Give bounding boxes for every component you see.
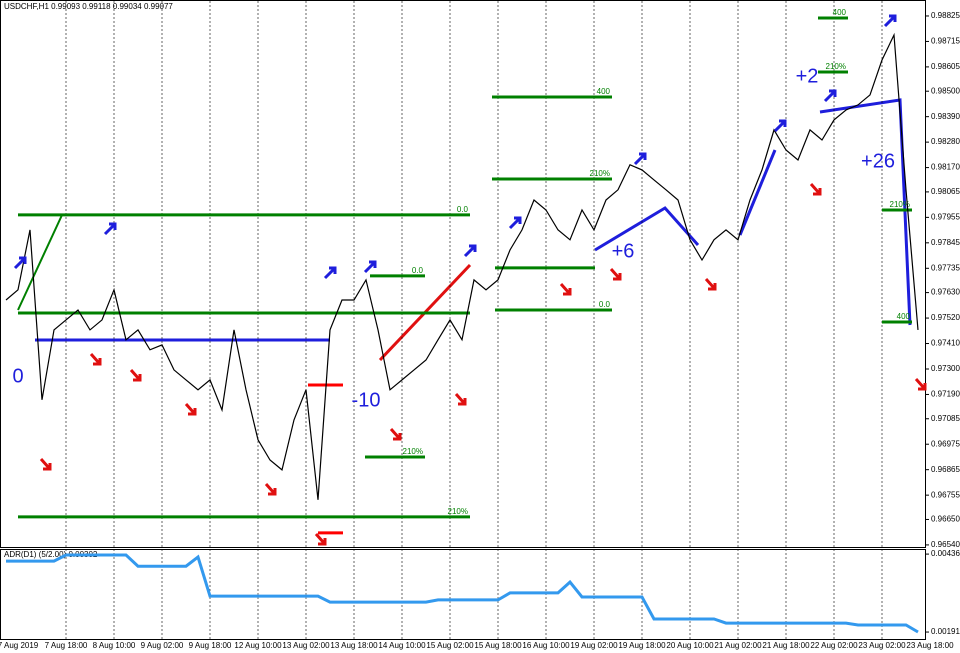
signal-arrow — [363, 260, 377, 274]
price-panel — [0, 0, 926, 548]
x-tick-label: 15 Aug 18:00 — [474, 641, 522, 650]
y-tick-label: 0.96540 — [931, 540, 960, 549]
y-tick-label: 0.98825 — [931, 11, 960, 20]
x-tick-label: 15 Aug 02:00 — [426, 641, 474, 650]
signal-arrow — [823, 89, 837, 103]
y-tick-label: 0.97190 — [931, 390, 960, 399]
signal-arrow — [314, 533, 327, 546]
y-tick-label: 0.97955 — [931, 212, 960, 221]
y-tick-label: 0.96865 — [931, 465, 960, 474]
level-label: 400 — [897, 312, 911, 321]
signal-arrow — [89, 353, 102, 366]
signal-arrow — [389, 428, 402, 441]
trend-lines — [17, 98, 912, 362]
x-tick-label: 23 Aug 18:00 — [906, 641, 954, 650]
x-tick-label: 9 Aug 02:00 — [141, 641, 184, 650]
signal-arrow — [559, 283, 572, 296]
signal-arrow — [463, 244, 477, 258]
x-tick-label: 23 Aug 02:00 — [858, 641, 906, 650]
y-tick-label: 0.97735 — [931, 263, 960, 272]
level-label: 0.0 — [599, 300, 611, 309]
trend-line — [738, 149, 777, 236]
x-tick-label: 16 Aug 10:00 — [522, 641, 570, 650]
indicator-title: ADR(D1) (5/2.00) 0.00302 — [4, 550, 98, 559]
signal-arrow — [13, 256, 27, 270]
trend-line — [17, 214, 63, 311]
y-tick-label: 0.97300 — [931, 364, 960, 373]
y-tick-label: 0.98715 — [931, 37, 960, 46]
trend-line — [594, 206, 700, 252]
y-tick-label: 0.00191 — [931, 627, 960, 636]
data-line — [5, 32, 919, 500]
annotation: +26 — [861, 150, 895, 172]
chart-title: USDCHF,H1 0.99093 0.99118 0.99034 0.9907… — [4, 2, 173, 11]
x-tick-label: 13 Aug 18:00 — [330, 641, 378, 650]
signal-arrow — [773, 119, 787, 133]
level-label: 400 — [833, 8, 847, 17]
x-tick-label: 21 Aug 18:00 — [762, 641, 810, 650]
signal-arrow — [184, 403, 197, 416]
level-label: 0.0 — [457, 205, 469, 214]
y-tick-label: 0.98170 — [931, 163, 960, 172]
y-tick-label: 0.96650 — [931, 515, 960, 524]
level-label: 400 — [597, 87, 611, 96]
y-tick-label: 0.98280 — [931, 137, 960, 146]
annotation: +6 — [612, 240, 635, 262]
level-label: 210% — [403, 447, 423, 456]
y-tick-label: 0.96755 — [931, 490, 960, 499]
x-tick-label: 19 Aug 02:00 — [570, 641, 618, 650]
signal-arrow — [264, 483, 277, 496]
x-tick-label: 9 Aug 18:00 — [189, 641, 232, 650]
x-tick-label: 20 Aug 10:00 — [666, 641, 714, 650]
annotation: 0 — [12, 365, 23, 387]
signal-arrow — [633, 152, 647, 166]
x-tick-label: 8 Aug 10:00 — [93, 641, 136, 650]
y-tick-label: 0.98065 — [931, 187, 960, 196]
x-tick-label: 21 Aug 02:00 — [714, 641, 762, 650]
y-tick-label: 0.98605 — [931, 62, 960, 71]
x-tick-label: 13 Aug 02:00 — [282, 641, 330, 650]
signal-arrow — [103, 222, 117, 236]
x-tick-label: 12 Aug 10:00 — [234, 641, 282, 650]
y-tick-label: 0.97845 — [931, 238, 960, 247]
signal-arrow — [609, 268, 622, 281]
y-tick-label: 0.96975 — [931, 439, 960, 448]
level-label: 210% — [448, 507, 468, 516]
x-tick-label: 7 Aug 18:00 — [45, 641, 88, 650]
signal-arrow — [323, 266, 337, 280]
annotation: +2 — [796, 65, 819, 87]
signal-arrow — [454, 393, 467, 406]
signal-arrow — [704, 278, 717, 291]
signal-arrow — [129, 369, 142, 382]
level-label: 210% — [826, 62, 846, 71]
level-label: 0.0 — [412, 266, 424, 275]
signal-arrow — [39, 458, 52, 471]
x-tick-label: 14 Aug 10:00 — [378, 641, 426, 650]
y-tick-label: 0.97630 — [931, 288, 960, 297]
y-tick-label: 0.97520 — [931, 313, 960, 322]
level-label: 210% — [590, 169, 610, 178]
x-tick-label: 22 Aug 02:00 — [810, 641, 858, 650]
indicator-panel — [0, 549, 926, 640]
signal-arrow — [914, 378, 927, 391]
signal-arrow — [883, 14, 897, 28]
signal-arrow — [508, 216, 522, 230]
signal-arrow — [809, 183, 822, 196]
x-tick-label: 7 Aug 2019 — [0, 641, 39, 650]
x-tick-label: 19 Aug 18:00 — [618, 641, 666, 650]
trend-line — [819, 98, 912, 326]
annotation: -10 — [352, 389, 381, 411]
y-tick-label: 0.97410 — [931, 339, 960, 348]
y-tick-label: 0.98500 — [931, 86, 960, 95]
y-tick-label: 0.00436 — [931, 549, 960, 558]
y-tick-label: 0.97085 — [931, 414, 960, 423]
data-line — [6, 553, 919, 634]
y-tick-label: 0.98390 — [931, 112, 960, 121]
level-label: 210% — [890, 200, 910, 209]
